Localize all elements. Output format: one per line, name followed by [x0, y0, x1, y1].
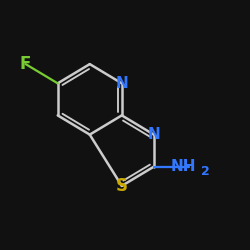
- Text: NH: NH: [170, 159, 196, 174]
- Text: F: F: [20, 55, 31, 73]
- Text: S: S: [116, 177, 128, 195]
- Text: 2: 2: [202, 165, 210, 178]
- Text: N: N: [148, 127, 160, 142]
- Text: N: N: [116, 76, 128, 91]
